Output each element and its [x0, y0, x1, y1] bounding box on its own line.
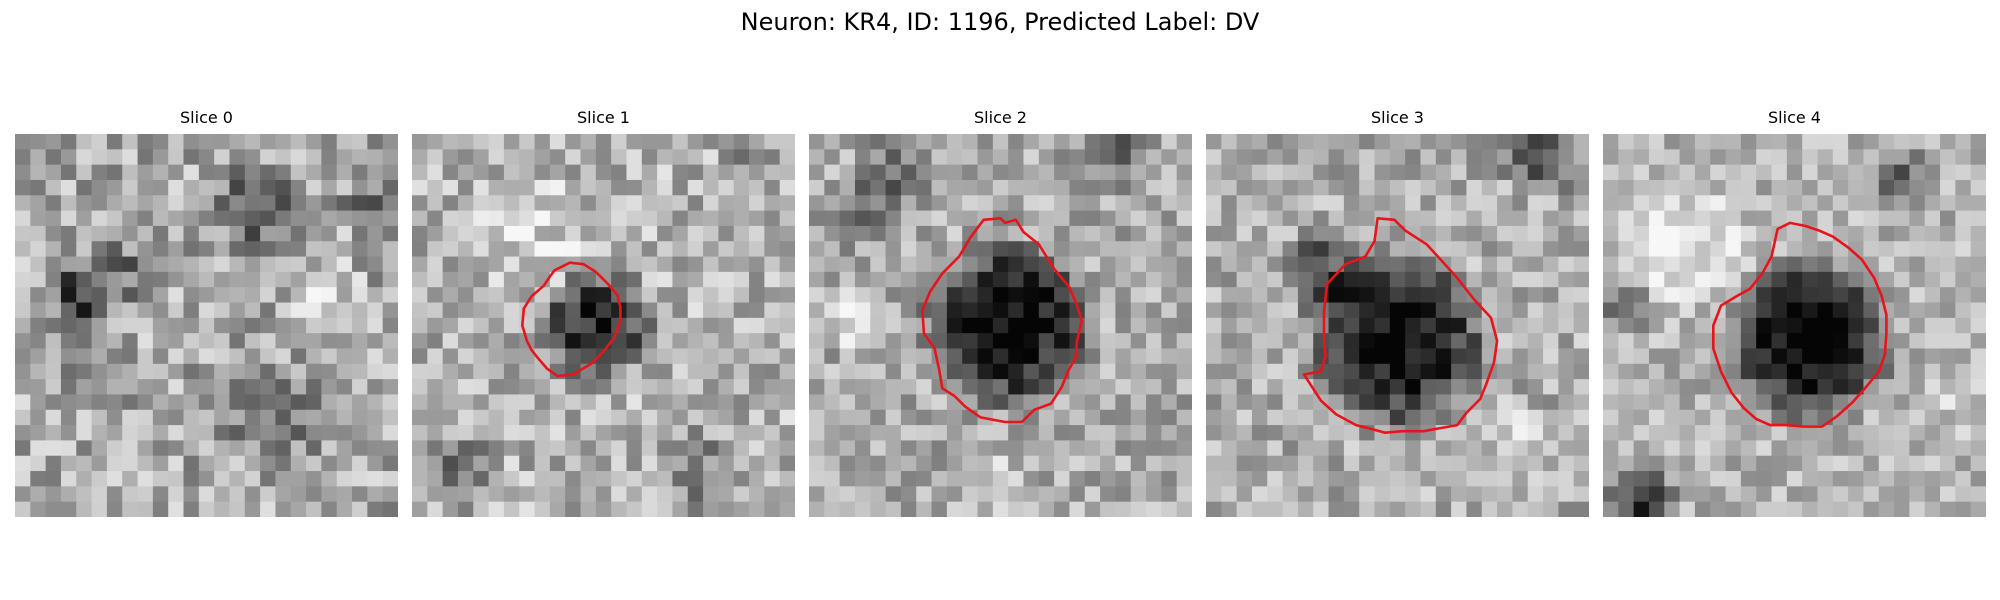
slice-title: Slice 0	[15, 108, 398, 128]
pixel-grid	[412, 134, 795, 517]
pixel-grid	[1206, 134, 1589, 517]
slice-panel-3: Slice 3	[1206, 108, 1589, 517]
slice-title: Slice 4	[1603, 108, 1986, 128]
slice-panel-1: Slice 1	[412, 108, 795, 517]
pixel-grid	[15, 134, 398, 517]
slice-image	[809, 134, 1192, 517]
slice-image	[15, 134, 398, 517]
slice-title: Slice 3	[1206, 108, 1589, 128]
slice-image	[412, 134, 795, 517]
slice-panel-0: Slice 0	[15, 108, 398, 517]
slice-title: Slice 1	[412, 108, 795, 128]
slice-panel-2: Slice 2	[809, 108, 1192, 517]
figure-title: Neuron: KR4, ID: 1196, Predicted Label: …	[0, 6, 2000, 38]
slice-title: Slice 2	[809, 108, 1192, 128]
pixel-grid	[1603, 134, 1986, 517]
slice-panel-4: Slice 4	[1603, 108, 1986, 517]
slice-image	[1603, 134, 1986, 517]
slice-image	[1206, 134, 1589, 517]
pixel-grid	[809, 134, 1192, 517]
